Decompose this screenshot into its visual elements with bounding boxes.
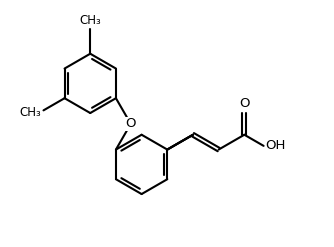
Text: CH₃: CH₃ (19, 106, 41, 119)
Text: O: O (126, 117, 136, 130)
Text: CH₃: CH₃ (79, 14, 101, 27)
Text: OH: OH (265, 139, 286, 152)
Text: O: O (239, 97, 249, 110)
